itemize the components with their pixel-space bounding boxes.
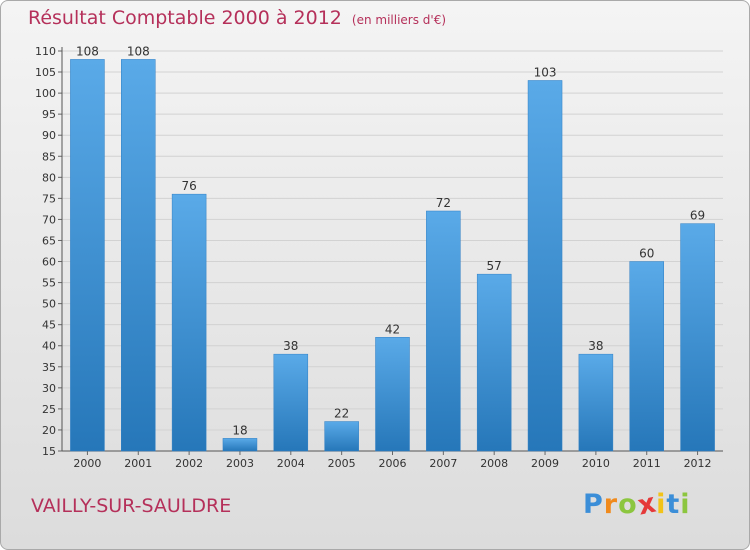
logo-letter: o — [618, 489, 638, 520]
title-row: Résultat Comptable 2000 à 2012 (en millie… — [28, 7, 446, 29]
y-tick-label: 15 — [42, 445, 56, 458]
x-tick-label: 2011 — [633, 457, 661, 470]
bar-2002 — [171, 193, 207, 452]
value-label-2000: 108 — [76, 44, 99, 58]
x-tick-label: 2003 — [226, 457, 254, 470]
y-tick-label: 90 — [42, 129, 56, 142]
logo-letter: i — [656, 489, 667, 520]
y-tick-label: 50 — [42, 298, 56, 311]
y-tick-label: 45 — [42, 319, 56, 332]
value-label-2010: 38 — [588, 339, 603, 353]
data-labels: 108 108 76 18 38 22 42 72 57 103 38 60 69 — [76, 44, 705, 437]
bar-2004 — [273, 353, 309, 452]
value-label-2008: 57 — [487, 259, 502, 273]
value-label-2007: 72 — [436, 196, 451, 210]
value-label-2004: 38 — [283, 339, 298, 353]
y-tick-label: 60 — [42, 256, 56, 269]
value-label-2012: 69 — [690, 209, 705, 223]
location-name: VAILLY-SUR-SAULDRE — [31, 495, 232, 517]
bar-2005 — [324, 421, 359, 452]
x-tick-label: 2006 — [379, 457, 407, 470]
bar-2012 — [680, 223, 715, 452]
proxiti-logo[interactable]: Proxiti — [583, 487, 691, 521]
bars — [70, 59, 715, 452]
x-tick-label: 2007 — [429, 457, 457, 470]
x-tick-label: 2002 — [175, 457, 203, 470]
y-tick-label: 100 — [35, 87, 56, 100]
y-tick-label: 95 — [42, 108, 56, 121]
bar-2003 — [222, 438, 258, 452]
y-tick-label: 85 — [42, 150, 56, 163]
bar-2010 — [578, 353, 614, 452]
x-tick-label: 2009 — [531, 457, 559, 470]
bar-2000 — [70, 59, 105, 452]
bar-2011 — [629, 261, 664, 452]
x-tick-label: 2008 — [480, 457, 508, 470]
y-tick-label: 105 — [35, 66, 56, 79]
logo-letter: i — [680, 489, 691, 520]
y-tick-label: 40 — [42, 340, 56, 353]
bar-2009 — [527, 80, 563, 452]
chart-title: Résultat Comptable 2000 à 2012 — [28, 7, 342, 29]
y-tick-label: 70 — [42, 213, 56, 226]
x-tick-label: 2005 — [328, 457, 356, 470]
bar-2007 — [426, 210, 461, 452]
x-tick-label: 2001 — [124, 457, 152, 470]
y-tick-label: 30 — [42, 382, 56, 395]
tick-labels: 15 20 25 30 35 40 45 50 55 60 65 70 75 80 85 90 95 100 105… — [35, 45, 712, 470]
y-tick-label: 75 — [42, 192, 56, 205]
chart-subtitle: (en milliers d'€) — [351, 13, 447, 27]
x-tick-label: 2004 — [277, 457, 305, 470]
logo-letter: P — [583, 489, 604, 520]
y-tick-label: 65 — [42, 234, 56, 247]
bar-2006 — [375, 337, 410, 452]
value-label-2011: 60 — [639, 247, 654, 261]
logo-letter: t — [666, 489, 681, 520]
value-label-2006: 42 — [385, 322, 400, 336]
value-label-2002: 76 — [181, 179, 196, 193]
y-tick-label: 55 — [42, 277, 56, 290]
y-tick-label: 35 — [42, 361, 56, 374]
value-label-2009: 103 — [534, 65, 557, 79]
bar-2008 — [476, 273, 512, 452]
x-tick-label: 2010 — [582, 457, 610, 470]
logo-letter: r — [603, 489, 619, 520]
y-tick-label: 80 — [42, 171, 56, 184]
x-tick-label: 2012 — [684, 457, 712, 470]
x-tick-label: 2000 — [73, 457, 101, 470]
y-tick-label: 110 — [35, 45, 56, 58]
y-tick-label: 25 — [42, 403, 56, 416]
value-label-2005: 22 — [334, 407, 349, 421]
y-tick-label: 20 — [42, 424, 56, 437]
value-label-2001: 108 — [127, 44, 150, 58]
value-label-2003: 18 — [232, 423, 247, 437]
bar-2001 — [121, 59, 156, 452]
